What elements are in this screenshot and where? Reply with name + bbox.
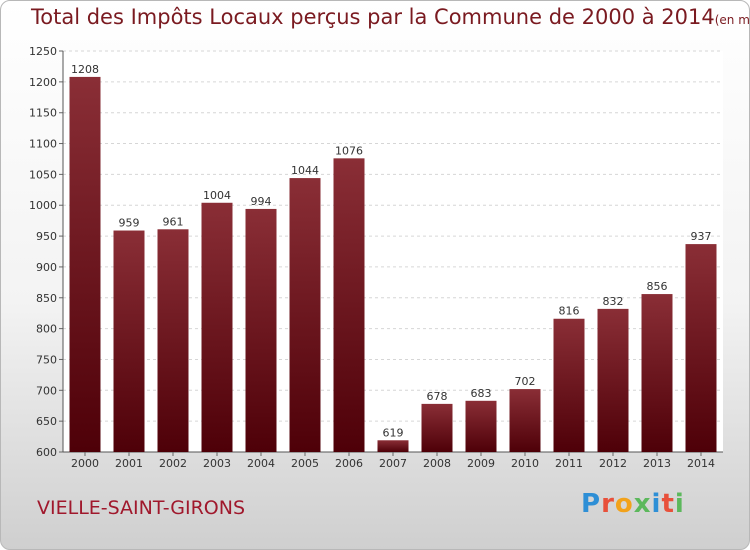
bar: [421, 403, 453, 452]
bar-value-label: 619: [383, 426, 404, 439]
y-tick-label: 750: [36, 353, 57, 366]
bar: [113, 230, 145, 452]
x-tick-label: 2005: [291, 457, 319, 470]
bar: [685, 244, 717, 452]
chart-title-text: Total des Impôts Locaux perçus par la Co…: [31, 5, 715, 29]
x-tick-label: 2000: [71, 457, 99, 470]
bar-value-label: 961: [163, 215, 184, 228]
bar: [509, 389, 541, 452]
y-tick-label: 650: [36, 415, 57, 428]
y-tick-label: 1100: [29, 138, 57, 151]
x-tick-label: 2001: [115, 457, 143, 470]
y-tick-label: 850: [36, 292, 57, 305]
bar: [201, 202, 233, 452]
x-tick-label: 2002: [159, 457, 187, 470]
bar: [641, 294, 673, 452]
bar-value-label: 856: [647, 280, 668, 293]
y-tick-label: 900: [36, 261, 57, 274]
proxiti-logo[interactable]: Proxiti: [581, 489, 685, 519]
bar: [333, 158, 365, 453]
y-tick-label: 600: [36, 446, 57, 459]
y-tick-label: 1050: [29, 168, 57, 181]
bar: [465, 400, 497, 452]
x-tick-label: 2011: [555, 457, 583, 470]
y-tick-label: 700: [36, 384, 57, 397]
x-tick-label: 2014: [687, 457, 715, 470]
bar: [377, 440, 409, 452]
bar-value-label: 702: [515, 375, 536, 388]
bar-value-label: 937: [691, 230, 712, 243]
bar: [289, 178, 321, 452]
x-tick-label: 2003: [203, 457, 231, 470]
bar-value-label: 1044: [291, 164, 319, 177]
bar-value-label: 959: [119, 217, 140, 230]
x-tick-label: 2009: [467, 457, 495, 470]
bar-value-label: 1004: [203, 189, 231, 202]
x-tick-label: 2006: [335, 457, 363, 470]
bar-value-label: 816: [559, 305, 580, 318]
x-tick-label: 2008: [423, 457, 451, 470]
bar: [245, 208, 277, 452]
bar: [597, 308, 629, 452]
x-tick-label: 2007: [379, 457, 407, 470]
y-tick-label: 800: [36, 323, 57, 336]
bar: [157, 229, 189, 452]
y-tick-label: 1150: [29, 107, 57, 120]
bar: [69, 76, 101, 452]
bar-value-label: 994: [251, 195, 272, 208]
bar: [553, 318, 585, 452]
y-tick-label: 950: [36, 230, 57, 243]
x-tick-label: 2010: [511, 457, 539, 470]
bar-value-label: 1076: [335, 144, 363, 157]
x-tick-label: 2013: [643, 457, 671, 470]
chart-unit: (en milliers d'€): [714, 13, 750, 27]
x-tick-label: 2004: [247, 457, 275, 470]
bar-value-label: 832: [603, 295, 624, 308]
bar-value-label: 683: [471, 387, 492, 400]
y-tick-label: 1200: [29, 76, 57, 89]
bar-value-label: 1208: [71, 63, 99, 76]
bar-value-label: 678: [427, 390, 448, 403]
y-tick-label: 1000: [29, 199, 57, 212]
y-tick-label: 1250: [29, 45, 57, 58]
commune-name: VIELLE-SAINT-GIRONS: [37, 497, 246, 519]
x-tick-label: 2012: [599, 457, 627, 470]
chart-title: Total des Impôts Locaux perçus par la Co…: [31, 5, 750, 29]
